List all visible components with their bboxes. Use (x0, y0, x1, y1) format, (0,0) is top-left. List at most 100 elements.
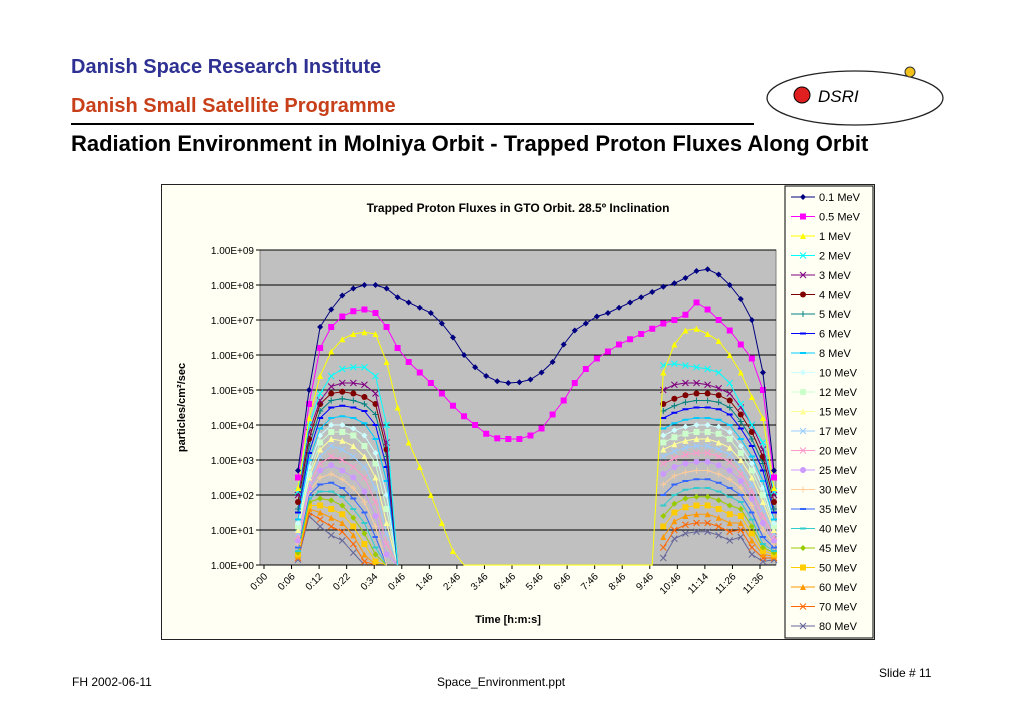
legend-marker-50-mev (800, 564, 806, 571)
x-tick-label: 11:26 (714, 571, 739, 596)
data-point-0-1-mev (638, 294, 645, 301)
data-point-0-1-mev (361, 282, 368, 288)
data-point-0-5-mev (361, 306, 368, 313)
data-point-17-mev (693, 442, 700, 450)
data-point-5-mev (339, 395, 346, 402)
legend-label-15-mev: 15 MeV (819, 407, 858, 419)
data-point-15-mev (737, 457, 744, 463)
data-point-2-mev (737, 400, 745, 408)
legend-label-12-mev: 12 MeV (819, 387, 858, 399)
data-point-30-mev (748, 502, 755, 509)
data-point-0-1-mev (317, 324, 324, 330)
data-point-0-5-mev (394, 345, 401, 351)
data-point-0-1-mev (549, 359, 556, 365)
data-point-30-mev (682, 469, 689, 476)
data-point-60-mev (737, 520, 744, 526)
data-point-4-mev (372, 401, 379, 407)
data-point-1-mev (671, 341, 678, 348)
data-point-25-mev (350, 474, 357, 481)
legend-marker-4-mev (800, 291, 806, 298)
data-point-0-1-mev (627, 299, 634, 306)
data-point-2-mev (748, 421, 756, 429)
data-point-17-mev (349, 453, 357, 460)
data-point-5-mev (748, 436, 755, 442)
legend-marker-30-mev (800, 486, 806, 493)
data-point-0-1-mev (649, 289, 656, 295)
data-point-25-mev (671, 464, 678, 470)
data-point-20-mev (693, 449, 700, 457)
data-point-5-mev (361, 401, 368, 407)
data-point-10-mev (748, 460, 755, 467)
data-point-2-mev (338, 365, 346, 373)
data-point-5-mev (704, 397, 711, 404)
programme-title: Danish Small Satellite Programme (71, 95, 396, 117)
data-point-50-mev (748, 530, 755, 537)
data-point-50-mev (682, 504, 689, 511)
data-point-25-mev (693, 458, 700, 465)
legend-label-45-mev: 45 MeV (819, 543, 858, 555)
data-point-25-mev (372, 513, 379, 519)
data-point-17-mev (338, 446, 346, 453)
x-tick-label: 0:00 (249, 571, 271, 593)
data-point-1-mev (339, 336, 346, 343)
data-point-25-mev (361, 488, 368, 495)
data-point-0-1-mev (372, 282, 379, 288)
data-point-25-mev (748, 495, 755, 502)
data-point-3-mev (693, 379, 700, 387)
data-point-60-mev (759, 551, 766, 558)
data-point-70-mev (682, 521, 689, 529)
data-point-0-1-mev (759, 369, 766, 376)
data-point-10-mev (771, 520, 777, 526)
data-point-20-mev (361, 474, 368, 481)
data-point-0-1-mev (704, 266, 711, 273)
y-tick-label: 1.00E+08 (211, 281, 255, 292)
data-point-0-1-mev (616, 304, 623, 311)
y-axis-label: particles/cm²/sec (176, 363, 188, 452)
data-point-45-mev (328, 497, 335, 504)
data-point-25-mev (715, 462, 722, 469)
data-point-5-mev (350, 397, 357, 404)
data-point-25-mev (339, 467, 346, 474)
data-point-50-mev (328, 506, 335, 512)
data-point-60-mev (715, 514, 722, 521)
data-point-50-mev (671, 509, 678, 516)
data-point-0-1-mev (427, 310, 434, 316)
legend-label-0-5-mev: 0.5 MeV (819, 212, 861, 224)
data-point-12-mev (295, 523, 301, 530)
legend-label-30-mev: 30 MeV (819, 485, 858, 497)
y-tick-label: 1.00E+02 (211, 491, 255, 502)
data-point-0-5-mev (306, 401, 313, 407)
legend-marker-12-mev (800, 389, 806, 395)
data-point-25-mev (682, 460, 689, 467)
data-point-4-mev (361, 394, 368, 400)
y-tick-label: 1.00E+01 (211, 526, 255, 537)
data-point-70-mev (659, 544, 667, 551)
data-point-0-5-mev (461, 413, 468, 420)
data-point-10-mev (693, 422, 700, 428)
data-point-3-mev (659, 386, 667, 394)
data-point-3-mev (349, 379, 357, 387)
data-point-45-mev (361, 530, 368, 537)
data-point-20-mev (338, 456, 346, 464)
data-point-45-mev (317, 495, 324, 502)
data-point-50-mev (306, 502, 313, 509)
data-point-10-mev (660, 432, 667, 439)
data-point-60-mev (328, 514, 335, 521)
data-point-1-mev (737, 369, 744, 376)
data-point-80-mev (659, 554, 667, 562)
x-tick-label: 0:46 (386, 571, 408, 593)
data-point-12-mev (771, 523, 777, 530)
data-point-0-5-mev (560, 397, 567, 404)
data-point-4-mev (726, 397, 733, 404)
data-point-0-1-mev (571, 327, 578, 334)
data-point-50-mev (660, 523, 667, 530)
data-point-80-mev (671, 535, 678, 543)
data-point-30-mev (317, 474, 324, 481)
data-point-1-mev (372, 331, 379, 337)
data-point-0-5-mev (483, 430, 490, 437)
data-point-45-mev (715, 497, 722, 504)
legend-marker-25-mev (800, 467, 806, 473)
data-point-12-mev (726, 436, 733, 442)
data-point-3-mev (671, 381, 678, 389)
data-point-25-mev (726, 467, 733, 474)
